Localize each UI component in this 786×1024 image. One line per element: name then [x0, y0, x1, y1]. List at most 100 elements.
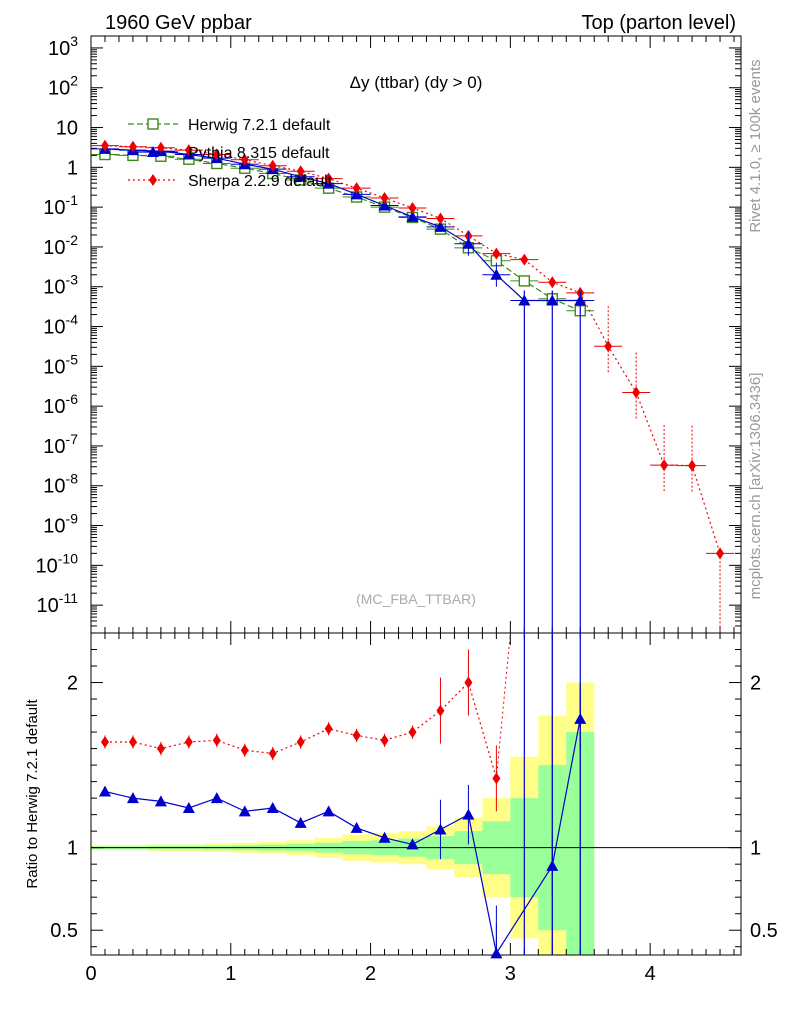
- data-point: [378, 199, 391, 211]
- ratio-point: [378, 831, 391, 843]
- legend-marker: [147, 146, 159, 157]
- ratio-y-tick-label-right: 0.5: [750, 920, 778, 942]
- x-tick-label: 3: [505, 963, 516, 985]
- y-tick-label: 10-3: [43, 272, 78, 299]
- y-tick-label: 10-9: [43, 511, 78, 538]
- ratio-point: [408, 726, 417, 739]
- ratio-point: [350, 821, 363, 833]
- ratio-point: [212, 734, 221, 747]
- legend-label: Sherpa 2.2.9 default: [188, 173, 333, 190]
- ratio-uncertainty-bands: [91, 682, 741, 955]
- legend-label: Pythia 8.315 default: [188, 145, 330, 162]
- data-point: [100, 139, 109, 152]
- y-tick-label: 10-11: [37, 590, 79, 617]
- ratio-point: [182, 802, 195, 814]
- data-point: [380, 191, 389, 204]
- ratio-point: [154, 795, 167, 807]
- legend-marker: [147, 118, 159, 130]
- axes-and-ticks: 0 1 2 3 410310210110-110-210-310-410-510-610…: [36, 33, 778, 985]
- ratio-point: [294, 816, 307, 828]
- data-point: [296, 165, 305, 178]
- data-point: [240, 153, 249, 166]
- ratio-point: [380, 734, 389, 747]
- ratio-point: [406, 838, 419, 850]
- y-tick-label: 1: [67, 157, 78, 179]
- rivet-label: Rivet 4.1.0, ≥ 100k events: [747, 59, 764, 232]
- x-tick-label: 4: [645, 963, 656, 985]
- data-point: [518, 275, 531, 287]
- legend-label: Herwig 7.2.1 default: [188, 117, 331, 134]
- ratio-y-tick-label: 0.5: [50, 920, 78, 942]
- x-tick-label: 2: [365, 963, 376, 985]
- plot-title: Δy (ttbar) (dy > 0): [350, 73, 483, 92]
- y-tick-label: 10-7: [43, 431, 78, 458]
- watermark: (MC_FBA_TTBAR): [356, 591, 476, 607]
- data-point: [352, 182, 361, 195]
- ratio-point: [434, 823, 447, 835]
- data-point: [128, 140, 137, 153]
- ratio-point: [324, 722, 333, 735]
- ratio-y-tick-label: 2: [67, 673, 78, 695]
- ratio-ylabel: Ratio to Herwig 7.2.1 default: [24, 699, 41, 889]
- ratio-point: [322, 805, 335, 817]
- ratio-point: [464, 676, 473, 689]
- x-tick-label: 1: [225, 963, 236, 985]
- data-point: [156, 141, 165, 154]
- ratio-y-tick-label: 1: [67, 838, 78, 860]
- mcplots-label: mcplots.cern.ch [arXiv:1306.3436]: [747, 373, 764, 600]
- y-tick-label: 10: [56, 118, 78, 140]
- ratio-point: [436, 704, 445, 717]
- data-point: [184, 144, 193, 157]
- legend-marker: [149, 174, 157, 186]
- ratio-point: [156, 742, 165, 755]
- series-sherpa: [91, 139, 735, 560]
- data-point: [408, 202, 417, 215]
- ratio-point: [240, 744, 249, 757]
- header-right: Top (parton level): [581, 12, 736, 34]
- legend: Herwig 7.2.1 default Pythia 8.315 default…: [128, 117, 333, 190]
- y-tick-label: 10-5: [43, 351, 78, 378]
- y-tick-label: 10-1: [43, 192, 78, 219]
- ratio-point: [210, 792, 223, 804]
- series-line: [104, 148, 581, 302]
- data-point: [492, 247, 501, 260]
- ratio-point: [100, 735, 109, 748]
- ratio-point: [126, 792, 139, 804]
- ratio-point: [268, 747, 277, 760]
- data-point: [520, 253, 529, 266]
- ratio-point: [184, 735, 193, 748]
- y-tick-label: 102: [48, 73, 78, 100]
- data-point: [406, 210, 419, 222]
- ratio-point: [462, 808, 475, 820]
- ratio-point: [98, 785, 111, 797]
- y-tick-label: 10-6: [43, 391, 78, 418]
- series-herwig: [91, 148, 595, 317]
- ratio-point: [352, 729, 361, 742]
- ratio-series-sherpa: [100, 649, 501, 812]
- data-point: [434, 220, 447, 232]
- header-left: 1960 GeV ppbar: [105, 12, 252, 34]
- ratio-frame: [90, 632, 742, 956]
- ratio-point: [238, 805, 251, 817]
- y-tick-label: 103: [48, 33, 78, 60]
- ratio-point: [296, 735, 305, 748]
- y-tick-label: 10-2: [43, 232, 78, 259]
- y-tick-label: 10-4: [43, 312, 78, 339]
- ratio-line: [105, 681, 497, 779]
- ratio-line-exit: [495, 632, 511, 779]
- data-point: [268, 159, 277, 172]
- data-point: [324, 172, 333, 185]
- ratio-y-tick-label-right: 1: [750, 838, 761, 860]
- data-series: [91, 139, 735, 959]
- y-tick-label: 10-10: [36, 550, 79, 577]
- ratio-point: [128, 735, 137, 748]
- x-tick-label: 0: [85, 963, 96, 985]
- data-point: [212, 148, 221, 161]
- data-point: [548, 276, 557, 289]
- y-tick-label: 10-8: [43, 471, 78, 498]
- series-line: [104, 153, 581, 312]
- ratio-point: [266, 802, 279, 814]
- data-point: [436, 212, 445, 225]
- ratio-y-tick-label-right: 2: [750, 673, 761, 695]
